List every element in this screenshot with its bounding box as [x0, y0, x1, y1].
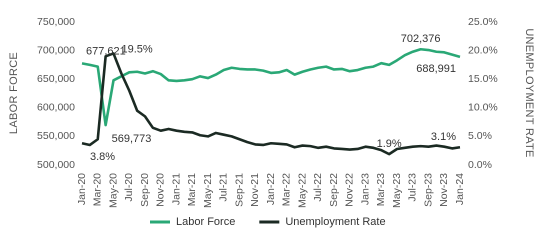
x-tick-label: Nov-22 — [344, 173, 356, 207]
y2-tick-label: 15.0% — [468, 73, 498, 85]
y2-tick-label: 25.0% — [468, 16, 498, 28]
x-tick-label: May-22 — [296, 173, 308, 208]
x-tick-label: Nov-23 — [438, 173, 450, 207]
value-label: 688,991 — [416, 63, 456, 75]
x-tick-label: May-20 — [107, 173, 119, 208]
x-tick-label: Jan-22 — [265, 173, 277, 205]
y-tick-label: 700,000 — [37, 44, 75, 56]
x-tick-label: Sep-23 — [422, 173, 434, 207]
y-tick-label: 750,000 — [37, 16, 75, 28]
y2-tick-label: 20.0% — [468, 44, 498, 56]
value-label: 3.8% — [90, 151, 115, 163]
x-tick-label: Jan-20 — [76, 173, 88, 205]
value-label: 569,773 — [112, 133, 152, 145]
legend-label: Unemployment Rate — [285, 216, 385, 228]
x-tick-label: Sep-22 — [328, 173, 340, 207]
y-tick-label: 600,000 — [37, 102, 75, 114]
x-tick-label: Mar-21 — [186, 173, 198, 206]
series-line — [81, 52, 461, 156]
y2-axis-title: UNEMPLOYMENT RATE — [523, 28, 535, 157]
y2-tick-label: 0.0% — [468, 159, 492, 171]
x-tick-label: Sep-20 — [139, 173, 151, 207]
x-tick-label: Sep-21 — [233, 173, 245, 207]
x-tick-label: Mar-23 — [375, 173, 387, 206]
value-label: 3.1% — [431, 131, 456, 143]
y-tick-label: 500,000 — [37, 159, 75, 171]
x-tick-label: Jul-23 — [407, 173, 419, 202]
x-tick-label: Jul-20 — [123, 173, 135, 202]
y2-tick-label: 10.0% — [468, 102, 498, 114]
x-tick-label: Mar-22 — [281, 173, 293, 206]
y-axis-title: LABOR FORCE — [8, 52, 20, 134]
series-line — [81, 47, 461, 127]
x-tick-label: Nov-20 — [155, 173, 167, 207]
x-tick-label: Jan-21 — [170, 173, 182, 205]
y-tick-label: 550,000 — [37, 130, 75, 142]
value-label: 1.9% — [377, 138, 402, 150]
x-tick-label: Jan-24 — [454, 173, 466, 205]
value-label: 677,621 — [86, 45, 126, 57]
legend-label: Labor Force — [176, 216, 235, 228]
x-tick-label: Jan-23 — [359, 173, 371, 205]
x-tick-label: May-23 — [391, 173, 403, 208]
x-tick-label: May-21 — [202, 173, 214, 208]
y-tick-label: 650,000 — [37, 73, 75, 85]
x-tick-label: Nov-21 — [249, 173, 261, 207]
y2-tick-label: 5.0% — [468, 130, 492, 142]
x-tick-label: Jul-22 — [312, 173, 324, 202]
x-tick-label: Mar-20 — [92, 173, 104, 206]
value-label: 702,376 — [401, 33, 441, 45]
x-tick-label: Jul-21 — [218, 173, 230, 202]
value-label: 19.5% — [122, 43, 153, 55]
